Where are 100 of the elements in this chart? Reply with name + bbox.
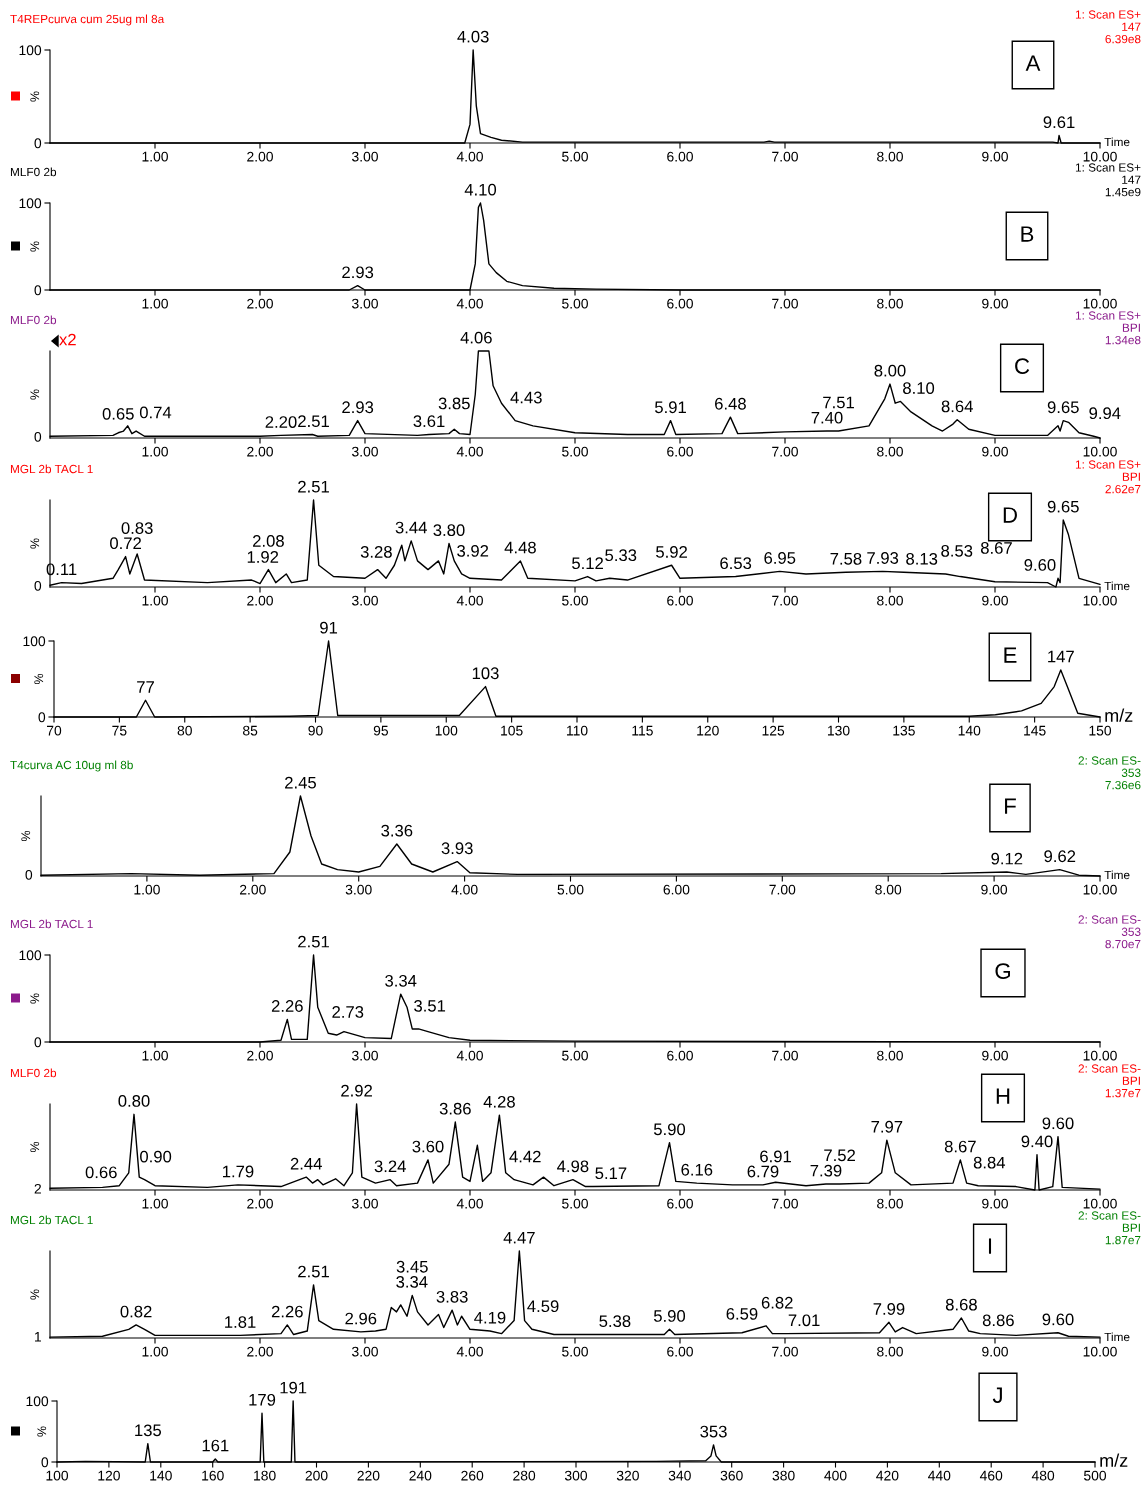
annotation: 4.59: [527, 1300, 559, 1313]
x-tick-label: 8.00: [875, 884, 902, 895]
x-tick-label: 3.00: [352, 151, 378, 162]
annotation: I: [988, 1238, 992, 1254]
x-tick-label: 2.00: [247, 595, 273, 606]
annotation: J: [992, 1387, 1002, 1403]
y-axis-title: %: [30, 1289, 40, 1300]
x-axis-title: m/z: [1100, 1453, 1128, 1467]
x-tick-label: 10.00: [1083, 595, 1117, 606]
annotation: 2.51: [298, 935, 329, 948]
annotation: 2.93: [342, 266, 374, 279]
x-tick-label: 90: [308, 725, 323, 736]
annotation: 2.45: [285, 776, 316, 789]
annotation: 77: [137, 681, 154, 693]
annotation: 5.12: [572, 557, 603, 570]
x-tick-label: 10.00: [1083, 151, 1117, 162]
annotation: 3.86: [439, 1102, 471, 1115]
x-tick-label: 2.00: [247, 446, 273, 457]
x-tick-label: 150: [1089, 725, 1112, 736]
annotation: 4.03: [457, 30, 489, 43]
x-tick-label: 8.00: [877, 298, 903, 309]
y-tick-label: 100: [23, 636, 46, 647]
annotation: 4.10: [464, 183, 497, 196]
annotation: 0.80: [118, 1095, 150, 1107]
annotation: 3.85: [438, 397, 470, 410]
annotation: 4.43: [510, 391, 542, 404]
x-tick-label: 500: [1083, 1470, 1107, 1481]
annotation: 5.92: [656, 545, 687, 558]
annotation: 2: [34, 1183, 41, 1194]
annotation: 2.44: [290, 1157, 322, 1170]
x-axis-title: m/z: [1105, 708, 1133, 722]
annotation: 0.83: [121, 522, 153, 534]
annotation: 4.98: [557, 1160, 589, 1173]
annotation: 5.38: [599, 1315, 631, 1328]
annotation: 2.26: [271, 1305, 303, 1318]
annotation: 1.79: [223, 1165, 254, 1178]
x-tick-label: 420: [876, 1470, 899, 1481]
annotation: 7.51: [823, 396, 854, 409]
chart-title: T4curva AC 10ug ml 8b: [10, 760, 133, 772]
annotation: 5.17: [595, 1167, 627, 1180]
annotation: 8.67: [944, 1140, 976, 1153]
x-tick-label: 460: [979, 1470, 1003, 1481]
annotation: 8.64: [941, 400, 973, 413]
x-tick-label: 1.00: [142, 1346, 168, 1357]
x-tick-label: 75: [112, 725, 127, 736]
chart-title: MGL 2b TACL 1: [10, 464, 93, 474]
x-tick-label: 8.00: [877, 595, 903, 606]
annotation: 2.96: [345, 1312, 377, 1325]
x-tick-label: 100: [46, 1470, 69, 1481]
annotation: 9.94: [1089, 407, 1121, 420]
annotation: 9.60: [1042, 1117, 1074, 1130]
x-tick-label: 3.00: [352, 1050, 378, 1061]
annotation: 0.66: [85, 1166, 117, 1179]
x-tick-label: 2.00: [247, 151, 273, 162]
annotation: 7.52: [824, 1149, 855, 1162]
annotation: 4.28: [483, 1095, 515, 1108]
annotation: 4.42: [509, 1150, 541, 1163]
annotation: 8.13: [906, 552, 938, 565]
x-tick-label: 110: [566, 725, 588, 736]
x-tick-label: 380: [772, 1470, 795, 1481]
annotation: 8.84: [973, 1156, 1006, 1169]
annotation: 6.79: [747, 1165, 779, 1178]
annotation: 2.93: [342, 401, 374, 414]
annotation: 9.40: [1021, 1135, 1053, 1148]
annotation: 8.67: [980, 542, 1012, 554]
x-tick-label: 115: [632, 725, 653, 736]
annotation: C: [1015, 358, 1030, 374]
x-tick-label: 400: [824, 1470, 847, 1481]
x-tick-label: 135: [893, 725, 915, 736]
annotation: 4.48: [504, 541, 536, 554]
annotation: 1.81: [225, 1316, 256, 1328]
annotation: 3.34: [385, 974, 417, 987]
chart-subtitle: 1: Scan ES+ 147 6.39e8: [1075, 10, 1141, 44]
x-tick-label: 10.00: [1083, 1198, 1117, 1209]
x-axis-title: Time: [1104, 1332, 1130, 1342]
x-tick-label: 1.00: [142, 1198, 168, 1209]
y-axis-title: %: [30, 993, 40, 1004]
x-tick-label: 1.00: [142, 1050, 168, 1061]
x-tick-label: 3.00: [352, 595, 378, 606]
x-tick-label: 8.00: [877, 1346, 903, 1357]
y-tick-label: 0: [41, 1457, 49, 1468]
chart-subtitle: 2: Scan ES- BPI 1.37e7: [1078, 1064, 1141, 1098]
x-tick-label: 140: [150, 1470, 172, 1481]
annotation: 9.60: [1042, 1313, 1074, 1326]
annotation: 5.90: [653, 1310, 686, 1322]
annotation: 0.74: [139, 406, 172, 419]
x-tick-label: 3.00: [352, 1346, 378, 1357]
annotation: 9.61: [1043, 116, 1075, 129]
annotation: E: [1004, 647, 1017, 663]
annotation: 3.92: [457, 544, 489, 557]
annotation: 2.51: [298, 480, 329, 493]
annotation: F: [1005, 798, 1016, 814]
x-tick-label: 6.00: [667, 1346, 693, 1357]
x-tick-label: 8.00: [877, 1050, 903, 1061]
annotation: 91: [320, 621, 338, 634]
x-tick-label: 160: [202, 1470, 224, 1481]
annotation: 3.28: [360, 545, 392, 558]
x-tick-label: 440: [928, 1470, 951, 1481]
annotation: 6.82: [761, 1296, 793, 1309]
x-tick-label: 4.00: [456, 595, 483, 606]
